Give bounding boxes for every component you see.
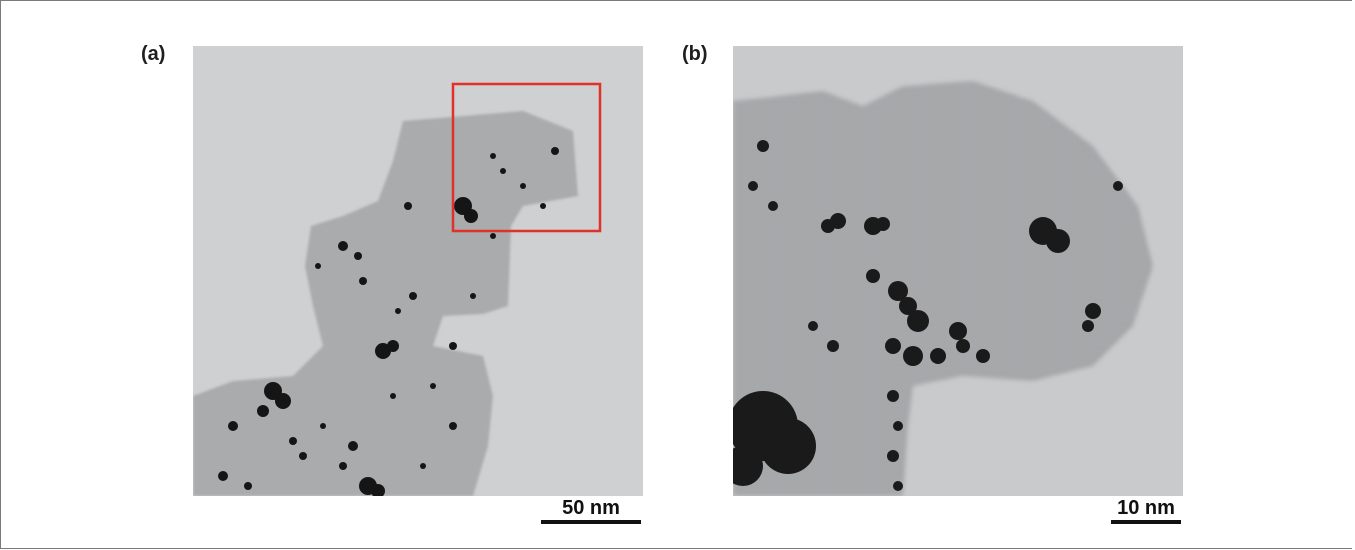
nanoparticle xyxy=(520,183,526,189)
nanoparticle xyxy=(228,421,238,431)
nanoparticle xyxy=(338,241,348,251)
nanoparticle xyxy=(760,418,816,474)
panel-a-label: (a) xyxy=(141,43,166,65)
nanoparticle xyxy=(887,450,899,462)
nanoparticle xyxy=(1082,320,1094,332)
nanoparticle xyxy=(1113,181,1123,191)
nanoparticle xyxy=(757,140,769,152)
nanoparticle xyxy=(348,441,358,451)
nanoparticle xyxy=(218,471,228,481)
nanoparticle xyxy=(808,321,818,331)
nanoparticle xyxy=(490,233,496,239)
nanoparticle xyxy=(976,349,990,363)
nanoparticle xyxy=(821,219,835,233)
nanoparticle xyxy=(464,209,478,223)
nanoparticle xyxy=(449,342,457,350)
nanoparticle xyxy=(390,393,396,399)
scale-bar-b-line xyxy=(1111,520,1181,524)
nanoparticle xyxy=(930,348,946,364)
tem-image-a xyxy=(193,46,643,496)
nanoparticle xyxy=(876,217,890,231)
nanoparticle xyxy=(490,153,496,159)
nanoparticle xyxy=(449,422,457,430)
scale-bar-a: 50 nm xyxy=(541,498,641,524)
scale-bar-a-line xyxy=(541,520,641,524)
tem-image-a-canvas xyxy=(193,46,643,496)
nanoparticle xyxy=(1085,303,1101,319)
scale-bar-a-label: 50 nm xyxy=(562,497,620,519)
nanoparticle xyxy=(409,292,417,300)
nanoparticle xyxy=(903,346,923,366)
nanoparticle xyxy=(893,481,903,491)
nanoparticle xyxy=(375,343,391,359)
nanoparticle xyxy=(299,452,307,460)
nanoparticle xyxy=(420,463,426,469)
nanoparticle xyxy=(733,446,763,486)
nanoparticle xyxy=(275,393,291,409)
nanoparticle xyxy=(827,340,839,352)
nanoparticle xyxy=(500,168,506,174)
nanoparticle xyxy=(956,339,970,353)
nanoparticle xyxy=(359,277,367,285)
nanoparticle xyxy=(748,181,758,191)
nanoparticle xyxy=(371,484,385,496)
nanoparticle xyxy=(768,201,778,211)
zoom-box xyxy=(451,82,602,233)
nanoparticle xyxy=(244,482,252,490)
nanoparticle xyxy=(866,269,880,283)
nanoparticle xyxy=(430,383,436,389)
nanoparticle xyxy=(404,202,412,210)
nanoparticle xyxy=(339,462,347,470)
scale-bar-b: 10 nm xyxy=(1111,498,1181,524)
nanoparticle xyxy=(899,297,917,315)
nanoparticle xyxy=(551,147,559,155)
panel-b-label: (b) xyxy=(682,43,708,65)
nanoparticle xyxy=(470,293,476,299)
nanoparticle xyxy=(540,203,546,209)
tem-image-b xyxy=(733,46,1183,496)
nanoparticle xyxy=(887,390,899,402)
nanoparticle xyxy=(289,437,297,445)
nanoparticle xyxy=(354,252,362,260)
nanoparticle xyxy=(395,308,401,314)
scale-bar-b-label: 10 nm xyxy=(1117,497,1175,519)
tem-image-b-canvas xyxy=(733,46,1183,496)
nanoparticle xyxy=(320,423,326,429)
nanoparticle xyxy=(888,281,908,301)
nanoparticle xyxy=(907,310,929,332)
support-particle-b xyxy=(733,81,1153,496)
nanoparticle xyxy=(1046,229,1070,253)
nanoparticle xyxy=(387,340,399,352)
nanoparticle xyxy=(885,338,901,354)
nanoparticle xyxy=(893,421,903,431)
nanoparticle xyxy=(257,405,269,417)
nanoparticle xyxy=(949,322,967,340)
nanoparticle xyxy=(315,263,321,269)
